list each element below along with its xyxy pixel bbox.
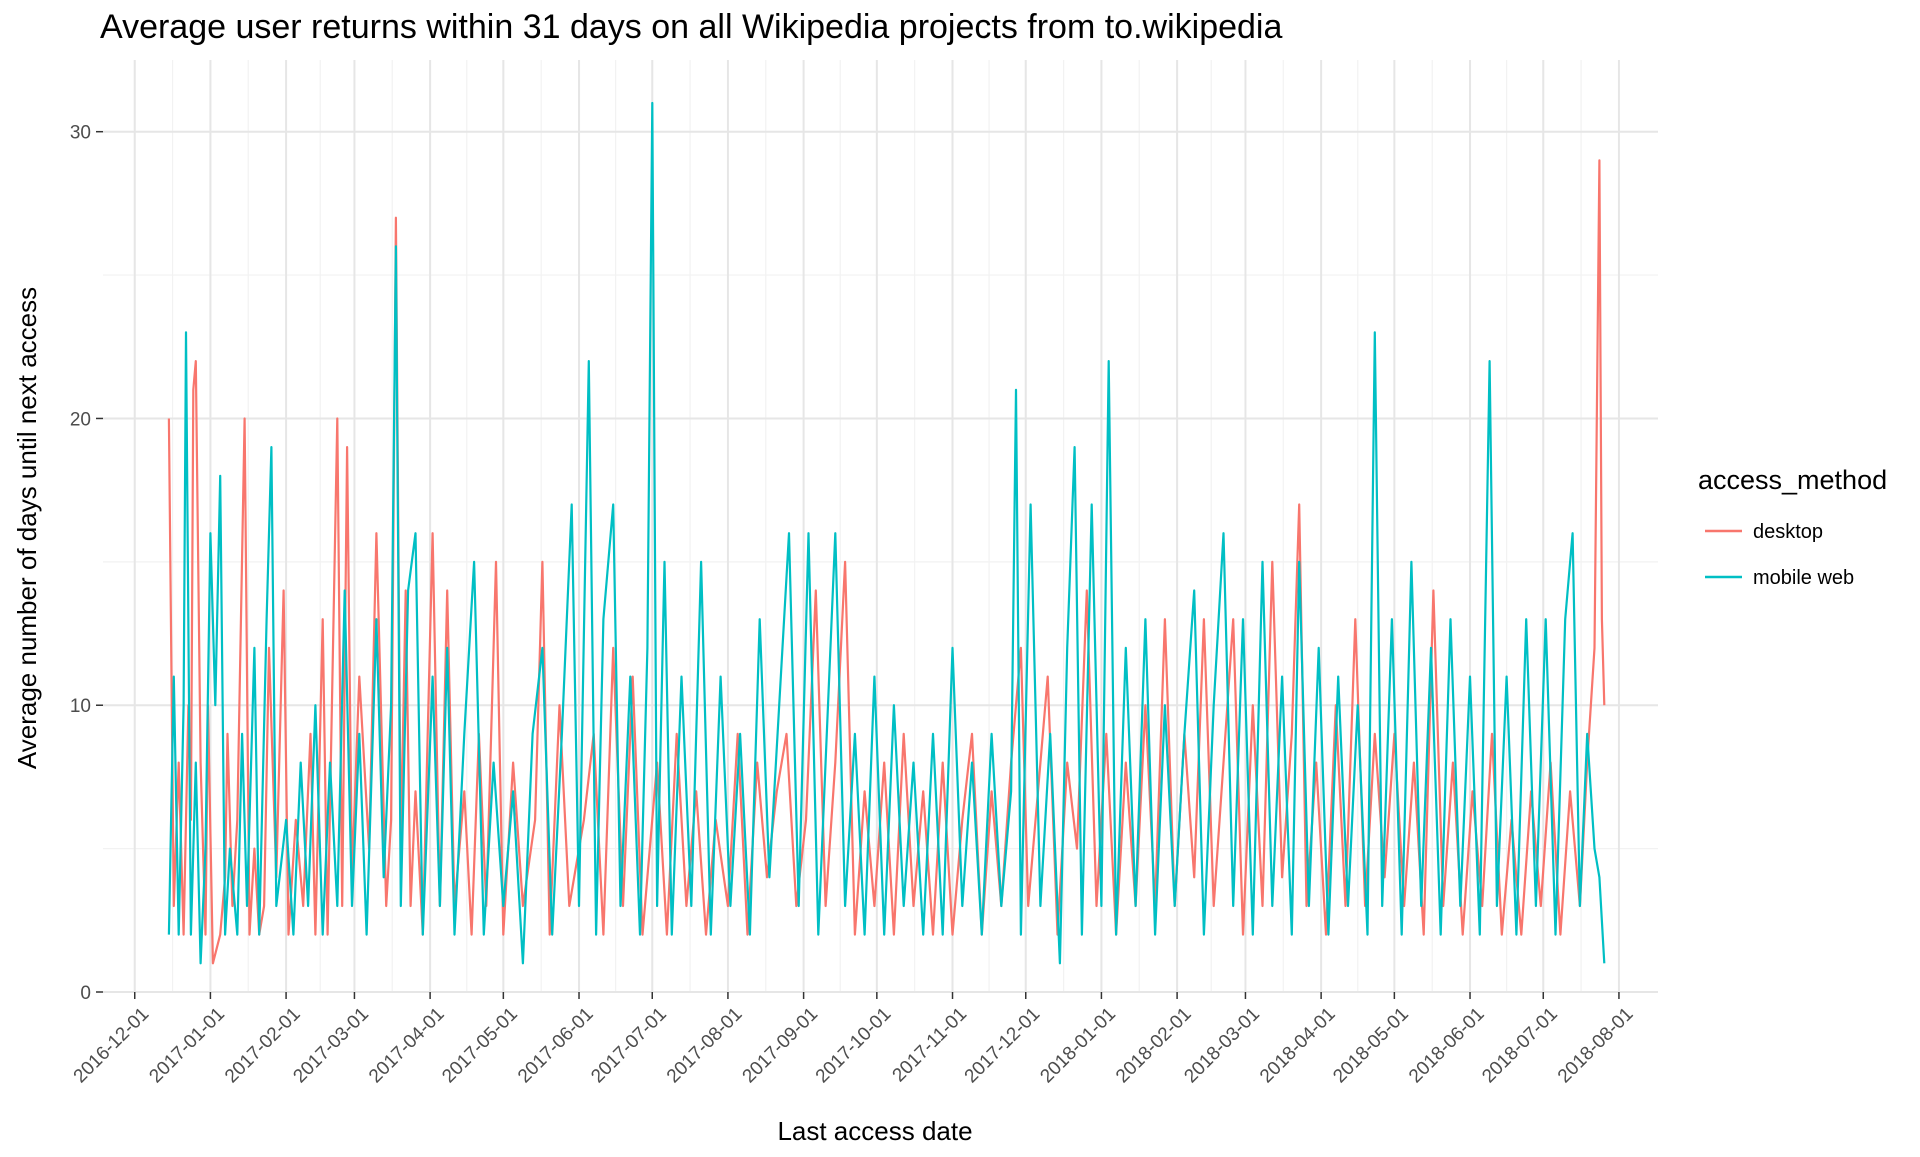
- x-tick-label: 2017-12-01: [961, 1004, 1045, 1088]
- x-tick-label: 2018-04-01: [1256, 1004, 1340, 1088]
- y-axis-title: Average number of days until next access: [12, 287, 42, 769]
- x-tick-label: 2017-04-01: [365, 1004, 449, 1088]
- x-tick-label: 2018-05-01: [1329, 1004, 1413, 1088]
- series-line-desktop: [167, 159, 1606, 965]
- x-tick-label: 2018-06-01: [1405, 1004, 1489, 1088]
- x-tick-label: 2018-01-01: [1036, 1004, 1120, 1088]
- y-tick-label: 30: [70, 123, 91, 144]
- legend-label: mobile web: [1753, 567, 1854, 589]
- legend-label: desktop: [1753, 521, 1823, 543]
- x-axis-title: Last access date: [777, 1116, 972, 1146]
- x-tick-label: 2017-09-01: [739, 1004, 823, 1088]
- series-lines: [167, 101, 1606, 965]
- chart-title: Average user returns within 31 days on a…: [100, 8, 1283, 46]
- x-tick-label: 2017-01-01: [145, 1004, 229, 1088]
- x-tick-label: 2017-06-01: [514, 1004, 598, 1088]
- x-tick-label: 2017-11-01: [889, 1004, 972, 1087]
- x-tick-label: 2018-07-01: [1478, 1004, 1562, 1088]
- x-tick-label: 2017-07-01: [587, 1004, 671, 1088]
- y-axis: 0 10 20 30: [70, 123, 103, 1004]
- series-line-mobile-web: [167, 101, 1606, 965]
- x-tick-label: 2017-05-01: [438, 1004, 522, 1088]
- x-tick-label: 2018-08-01: [1554, 1004, 1638, 1088]
- x-tick-label: 2017-08-01: [663, 1004, 747, 1088]
- legend: access_method desktop mobile web: [1698, 465, 1887, 589]
- x-axis: 2016-12-012017-01-012017-02-012017-03-01…: [70, 992, 1638, 1087]
- legend-title: access_method: [1698, 465, 1887, 495]
- y-tick-label: 0: [80, 983, 91, 1004]
- x-tick-label: 2017-10-01: [812, 1004, 896, 1088]
- x-tick-label: 2016-12-01: [70, 1004, 154, 1088]
- y-tick-label: 10: [70, 696, 91, 717]
- y-tick-label: 20: [70, 409, 91, 430]
